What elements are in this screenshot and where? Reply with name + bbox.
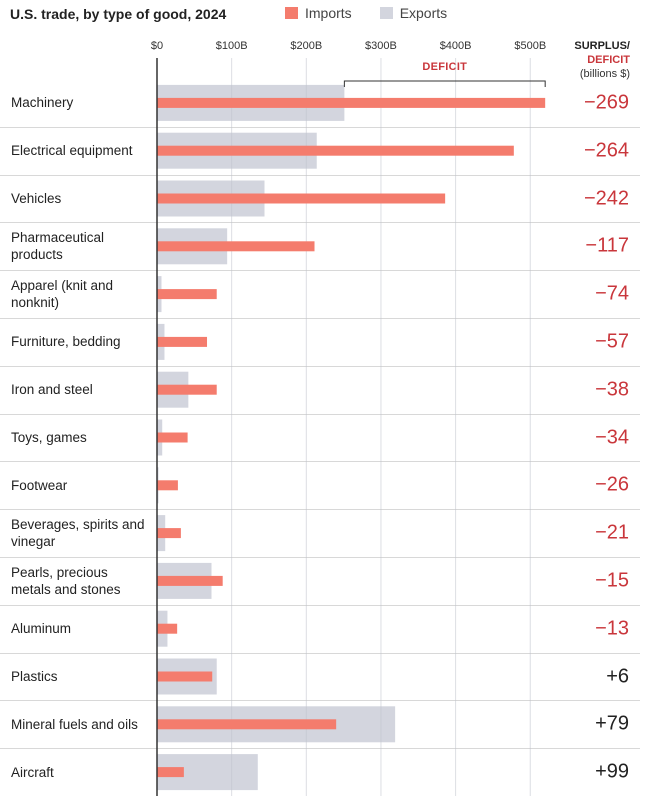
imports-bar (157, 480, 178, 491)
category-label: Aircraft (11, 764, 54, 780)
legend-swatch-exports (379, 7, 393, 19)
exports-bar (157, 84, 345, 121)
row-separator (0, 461, 640, 463)
exports-bar (157, 419, 163, 456)
category-label: Pearls, precious metals and stones (11, 564, 121, 597)
balance-value: +6 (606, 665, 629, 687)
exports-bar (157, 706, 396, 743)
row-separator (0, 652, 640, 654)
category-label: Electrical equipment (11, 143, 133, 159)
imports-bar (157, 623, 178, 634)
exports-bar (157, 515, 166, 552)
row-separator (0, 318, 640, 319)
balance-value: +99 (595, 760, 629, 783)
category-label: Apparel (knit and nonknit) (11, 278, 114, 311)
header-surplus: SURPLUS/ (574, 40, 630, 52)
balance-value: −74 (595, 282, 629, 305)
exports-bar (157, 371, 189, 408)
exports-bar (157, 467, 159, 504)
balance-value: −57 (595, 330, 629, 353)
imports-bar (157, 671, 213, 682)
imports-bar (157, 193, 446, 204)
imports-bar (157, 145, 514, 156)
deficit-bracket-label: DEFICIT (422, 61, 468, 73)
balance-value: −34 (595, 426, 629, 448)
category-label: Toys, games (11, 430, 87, 445)
balance-value: −38 (595, 378, 629, 401)
balance-value: +79 (595, 712, 629, 735)
imports-bar (157, 767, 184, 778)
row-separator (0, 365, 640, 367)
exports-bar (157, 562, 212, 599)
imports-bar (157, 241, 315, 252)
imports-bar (157, 719, 337, 730)
row-separator (0, 509, 640, 511)
row-separator (0, 270, 640, 272)
x-tick-label: $200B (290, 40, 323, 52)
balance-column-header: SURPLUS/ DEFICIT (billions $) (574, 39, 630, 81)
legend-swatch-imports (285, 7, 298, 19)
exports-bar (157, 276, 162, 313)
exports-bar (157, 658, 217, 695)
balance-value: −21 (595, 521, 629, 544)
balance-value: −242 (583, 187, 629, 209)
balance-value: −117 (585, 234, 629, 257)
exports-bar (157, 228, 228, 265)
category-label: Iron and steel (11, 382, 93, 398)
row-separator (0, 174, 640, 176)
category-label: Pharmaceutical products (11, 230, 105, 263)
x-tick-label: $500B (514, 40, 547, 52)
exports-bar (157, 754, 258, 791)
category-label: Beverages, spirits and vinegar (11, 517, 145, 550)
imports-bar (157, 97, 546, 108)
category-label: Machinery (11, 95, 74, 111)
x-tick-label: $400B (439, 40, 472, 52)
imports-bar (157, 528, 181, 539)
exports-bar (157, 180, 265, 217)
legend-label-imports: Imports (305, 5, 352, 21)
category-label: Aluminum (11, 621, 72, 637)
category-label: Vehicles (11, 191, 62, 206)
imports-bar (157, 336, 208, 347)
row-separator (0, 700, 640, 702)
row-separator (0, 604, 640, 606)
imports-bar (157, 384, 217, 395)
balance-value: −15 (595, 569, 629, 592)
x-tick-label: $100B (215, 40, 248, 52)
category-label: Plastics (11, 669, 58, 684)
x-tick-label: $0 (150, 40, 164, 52)
category-label: Mineral fuels and oils (11, 716, 138, 732)
imports-bar (157, 575, 223, 586)
row-separator (0, 126, 640, 128)
deficit-bracket (343, 80, 546, 87)
chart-title: U.S. trade, by type of good, 2024 (10, 6, 227, 22)
x-tick-label: $300B (365, 40, 397, 52)
header-units: (billions $) (579, 68, 630, 80)
legend-label-exports: Exports (399, 5, 448, 21)
category-label: Footwear (11, 477, 68, 493)
balance-value: −26 (595, 473, 629, 496)
row-separator (0, 557, 640, 558)
balance-value: −269 (583, 91, 629, 114)
balance-value: −264 (583, 139, 629, 162)
legend-item-imports: Imports (285, 5, 352, 21)
balance-value: −13 (595, 617, 629, 640)
category-label: Furniture, bedding (11, 334, 121, 350)
exports-bar (157, 610, 168, 647)
legend-item-exports: Exports (379, 5, 448, 21)
header-deficit: DEFICIT (587, 54, 630, 66)
legend: Imports Exports (285, 5, 447, 21)
exports-bar (157, 323, 165, 360)
imports-bar (157, 432, 188, 443)
row-separator (0, 222, 640, 224)
imports-bar (157, 289, 217, 300)
row-separator (0, 413, 640, 415)
exports-bar (157, 132, 317, 169)
row-separator (0, 748, 640, 750)
